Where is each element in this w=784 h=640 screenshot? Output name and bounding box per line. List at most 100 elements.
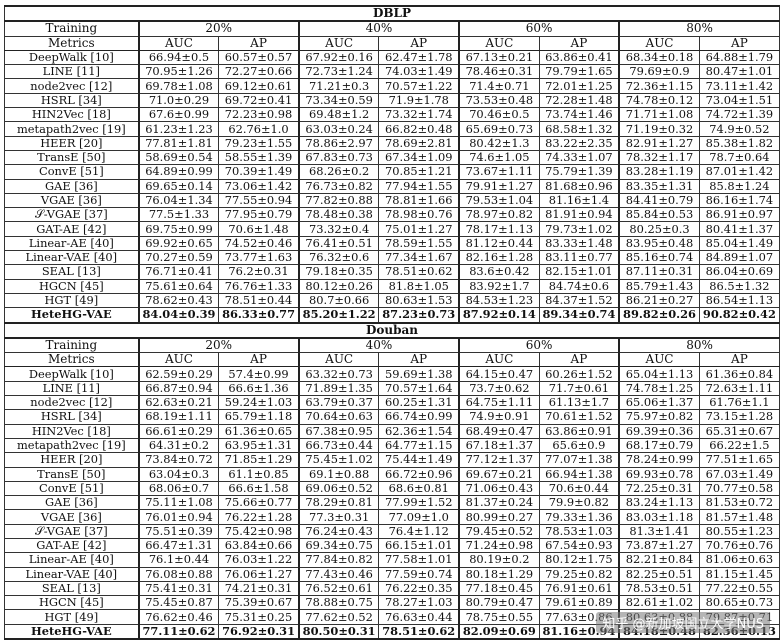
table-cell: 76.04±1.34 (137, 192, 220, 209)
table-cell: 75.45±0.87 (137, 595, 220, 611)
training-ratio: 60% (458, 20, 620, 37)
table-cell: 74.6±1.05 (458, 149, 540, 166)
table-cell: 83.6±0.42 (458, 264, 540, 280)
table-cell: 85.8±1.24 (698, 178, 781, 194)
training-ratio: 40% (297, 337, 460, 354)
table-cell: 62.63±0.21 (137, 395, 220, 411)
training-ratio: 80% (618, 20, 781, 37)
table-cell: 67.18±1.37 (458, 437, 540, 454)
method-name: GAT-AE [42] (3, 537, 140, 554)
table-cell: 69.1±0.88 (297, 466, 380, 482)
method-name: HGCN [45] (3, 595, 140, 611)
metric-header: AP (698, 35, 781, 51)
table-cell: 85.79±1.43 (618, 278, 700, 294)
table-cell: 69.65±0.14 (137, 178, 220, 194)
table-cell: 64.75±1.11 (458, 395, 540, 411)
metric-header: AUC (297, 35, 380, 51)
table-cell: 82.21±0.84 (618, 552, 700, 568)
table-cell: 79.69±0.9 (618, 64, 700, 80)
table-cell: 69.48±1.2 (297, 107, 380, 123)
table-row: LINE [11] 70.95±1.26 72.27±0.66 72.73±1.24 7… (3, 64, 781, 80)
table-row: GAT-AE [42] 66.47±1.31 63.84±0.66 69.34±0.7… (3, 537, 781, 554)
method-name: HGCN [45] (3, 278, 140, 294)
metric-header: AUC (458, 352, 540, 368)
table-cell: 69.12±0.61 (218, 78, 300, 94)
table-cell: 81.37±0.24 (458, 495, 540, 511)
method-name: Linear-VAE [40] (3, 566, 140, 582)
table-cell: 87.11±0.31 (618, 264, 700, 280)
table-cell: 61.36±0.84 (698, 366, 781, 382)
table-cell: 76.91±0.61 (538, 580, 620, 597)
table-cell: 66.6±1.36 (218, 380, 300, 397)
method-name: node2vec [12] (3, 78, 140, 94)
table-cell: 82.09±0.69 (458, 623, 540, 640)
table-cell: 76.62±0.46 (137, 609, 220, 625)
section-header-row: DBLP (4, 4, 780, 23)
table-cell: 63.79±0.37 (297, 395, 380, 411)
table-row: ConvE [51] 68.06±0.7 66.6±1.58 69.06±0.52 68… (3, 480, 781, 497)
table-cell: 61.13±1.7 (538, 395, 620, 411)
table-cell: 66.72±0.96 (378, 466, 460, 482)
metric-header: AUC (297, 352, 380, 368)
table-cell: 80.79±0.47 (458, 595, 540, 611)
table-cell: 79.53±1.04 (458, 192, 540, 209)
table-cell: 64.31±0.2 (137, 437, 220, 454)
table-cell: 80.42±1.3 (458, 135, 540, 151)
table-cell: 87.92±0.14 (458, 307, 540, 324)
table-cell: 76.22±1.28 (218, 509, 300, 525)
table-cell: 78.46±0.31 (458, 64, 540, 80)
table-row: HEER [20] 77.81±1.81 79.23±1.55 78.86±2.97 7… (3, 135, 781, 151)
method-name: HGT [49] (3, 292, 140, 309)
table-row: HSRL [34] 71.0±0.29 69.72±0.41 73.34±0.59 71… (3, 92, 781, 109)
table-cell: 65.79±1.18 (218, 409, 300, 425)
table-cell: 76.71±0.41 (137, 264, 220, 280)
table-cell: 77.59±0.74 (378, 566, 460, 582)
table-cell: 83.35±1.31 (618, 178, 700, 194)
table-cell: 82.16±1.28 (458, 250, 540, 266)
table-cell: 86.33±0.77 (218, 307, 300, 324)
table-cell: 73.74±1.46 (538, 107, 620, 123)
table-cell: 79.61±0.89 (538, 595, 620, 611)
table-cell: 72.63±1.11 (698, 380, 781, 397)
table-cell: 63.86±0.41 (538, 49, 620, 66)
table-cell: 67.92±0.16 (297, 49, 380, 66)
table-cell: 79.91±1.27 (458, 178, 540, 194)
table-cell: 69.92±0.65 (137, 235, 220, 252)
table-cell: 69.67±0.21 (458, 466, 540, 482)
table-cell: 86.16±1.74 (698, 192, 781, 209)
table-cell: 80.25±0.3 (618, 221, 700, 237)
table-cell: 76.4±1.12 (378, 523, 460, 539)
table-cell: 67.54±0.93 (538, 537, 620, 554)
table-cell: 64.15±0.47 (458, 366, 540, 382)
table-cell: 79.9±0.82 (538, 495, 620, 511)
table-cell: 85.38±1.82 (698, 135, 781, 151)
training-ratio: 20% (137, 20, 300, 37)
table-cell: 73.32±0.4 (297, 221, 380, 237)
table-cell: 70.95±1.26 (137, 64, 220, 80)
table-row: 𝒮-VGAE [37] 77.5±1.33 77.95±0.79 78.48±0.38… (3, 207, 781, 223)
table-cell: 61.23±1.23 (137, 121, 220, 137)
table-row: HSRL [34] 68.19±1.11 65.79±1.18 70.64±0.63 6… (3, 409, 781, 425)
table-row: VGAE [36] 76.01±0.94 76.22±1.28 77.3±0.31 77… (3, 509, 781, 525)
table-cell: 69.75±0.99 (137, 221, 220, 237)
table-cell: 66.74±0.99 (378, 409, 460, 425)
table-cell: 65.69±0.73 (458, 121, 540, 137)
table-cell: 72.25±0.31 (618, 480, 700, 497)
table-cell: 74.72±1.39 (698, 107, 781, 123)
table-cell: 62.47±1.78 (378, 49, 460, 66)
table-cell: 78.24±0.99 (618, 452, 700, 468)
method-name: node2vec [12] (3, 395, 140, 411)
table-cell: 83.22±2.35 (538, 135, 620, 151)
table-cell: 70.57±1.64 (378, 380, 460, 397)
table-cell: 75.42±0.98 (218, 523, 300, 539)
table-row: HIN2Vec [18] 66.61±0.29 61.36±0.65 67.38±0.… (3, 423, 781, 439)
method-name: LINE [11] (3, 380, 140, 397)
table-cell: 68.26±0.2 (297, 164, 380, 180)
results-table-container: DBLP Training 20% 40% 60% 80% Metrics AUC AP AUC A… (3, 4, 781, 640)
table-cell: 89.82±0.26 (618, 307, 700, 324)
table-cell: 66.94±1.38 (538, 466, 620, 482)
table-row: Linear-VAE [40] 76.08±0.88 76.06±1.27 77.43… (3, 566, 781, 582)
table-cell: 68.17±0.79 (618, 437, 700, 454)
table-row: Linear-AE [40] 76.1±0.44 76.03±1.22 77.84±0… (3, 552, 781, 568)
table-cell: 71.89±1.35 (297, 380, 380, 397)
